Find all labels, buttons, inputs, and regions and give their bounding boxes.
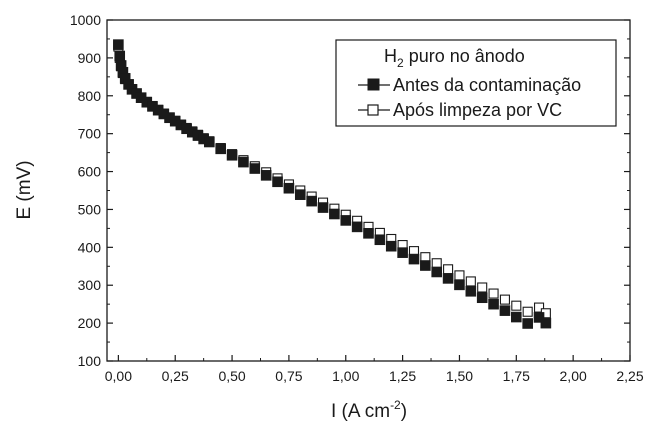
x-axis-ticks: 0,00 0,25 0,50 0,75 1,00 1,25 1,50 1,75 2,00 2,25 xyxy=(105,355,644,384)
legend-title: H2 puro no ânodo xyxy=(384,46,525,70)
data-point xyxy=(238,156,249,168)
legend: H2 puro no ânodo Antes da contaminação A… xyxy=(335,39,617,127)
y-tick-label: 700 xyxy=(78,126,102,142)
data-point xyxy=(443,264,454,275)
data-point xyxy=(488,288,499,299)
data-point xyxy=(317,202,329,213)
x-tick-label: 0,00 xyxy=(105,368,132,384)
y-axis-title: E (mV) xyxy=(14,160,35,219)
y-tick-label: 100 xyxy=(78,353,102,369)
y-tick-label: 1000 xyxy=(70,12,101,28)
data-point xyxy=(454,270,465,281)
data-point xyxy=(477,282,488,293)
data-point xyxy=(431,258,442,269)
x-tick-label: 1,50 xyxy=(446,368,473,384)
y-tick-label: 900 xyxy=(78,50,102,66)
y-tick-label: 600 xyxy=(78,164,102,180)
data-point xyxy=(272,176,283,188)
data-point xyxy=(385,240,397,252)
data-point xyxy=(114,50,126,62)
data-point xyxy=(522,306,533,317)
data-point xyxy=(306,195,317,207)
legend-label-antes: Antes da contaminação xyxy=(393,75,581,95)
x-tick-label: 0,25 xyxy=(162,368,189,384)
data-point xyxy=(511,300,522,311)
data-point xyxy=(431,266,443,278)
data-point xyxy=(374,234,386,246)
legend-label-apos: Após limpeza por VC xyxy=(393,100,562,120)
x-axis-title: I (A cm-2) xyxy=(331,398,407,422)
data-series xyxy=(113,39,552,329)
data-point xyxy=(533,302,545,313)
data-point xyxy=(522,318,533,329)
x-tick-label: 0,75 xyxy=(275,368,302,384)
data-point xyxy=(260,170,272,181)
data-point xyxy=(465,285,477,297)
data-point xyxy=(540,317,552,329)
data-point xyxy=(420,260,431,271)
x-tick-label: 2,25 xyxy=(616,368,643,384)
x-tick-label: 2,00 xyxy=(560,368,587,384)
data-point xyxy=(363,228,374,239)
data-point xyxy=(329,208,340,220)
y-tick-label: 500 xyxy=(78,201,102,217)
y-axis-ticks: 100 200 300 400 500 600 700 800 900 1000 xyxy=(70,12,630,369)
data-point xyxy=(476,292,488,304)
data-point xyxy=(283,182,295,194)
data-point xyxy=(499,294,510,305)
data-point xyxy=(499,305,511,316)
legend-box xyxy=(335,39,617,127)
x-tick-label: 1,25 xyxy=(389,368,416,384)
data-point xyxy=(340,215,352,226)
series-antes xyxy=(113,39,552,329)
data-point xyxy=(226,149,238,161)
data-point xyxy=(351,221,363,233)
data-point xyxy=(465,276,476,287)
data-point xyxy=(408,253,420,265)
x-tick-label: 1,75 xyxy=(503,368,530,384)
data-point xyxy=(113,39,124,50)
data-point xyxy=(294,189,306,200)
data-point xyxy=(204,136,215,148)
data-point xyxy=(488,298,499,310)
legend-marker-antes xyxy=(367,78,380,91)
data-point xyxy=(454,279,465,291)
data-point xyxy=(249,163,261,174)
x-tick-label: 0,50 xyxy=(218,368,245,384)
legend-marker-apos xyxy=(367,104,379,116)
data-point xyxy=(397,247,408,258)
y-tick-label: 300 xyxy=(78,277,102,293)
data-point xyxy=(533,312,545,323)
y-tick-label: 200 xyxy=(78,315,102,331)
data-point xyxy=(511,311,522,323)
data-point xyxy=(215,143,226,155)
data-point xyxy=(442,273,454,284)
y-tick-label: 800 xyxy=(78,88,102,104)
y-tick-label: 400 xyxy=(78,239,102,255)
x-tick-label: 1,00 xyxy=(332,368,359,384)
